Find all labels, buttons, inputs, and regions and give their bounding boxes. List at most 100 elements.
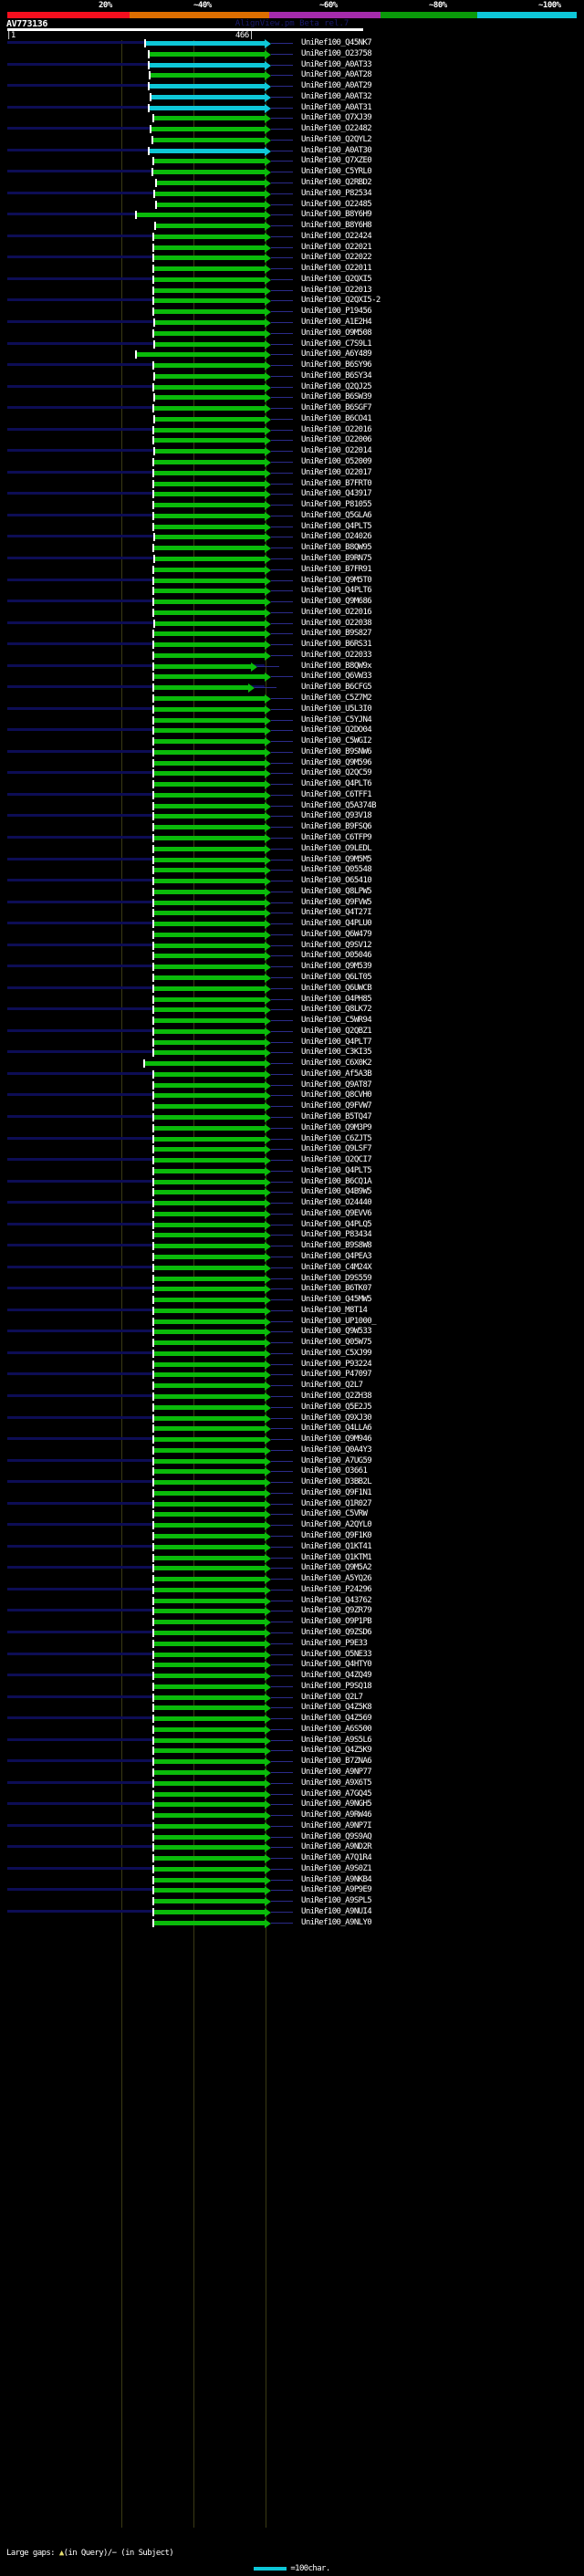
alignment-bar[interactable] (154, 1630, 265, 1635)
alignment-row[interactable]: UniRef100_A9P9E9 (0, 1885, 584, 1897)
hit-label[interactable]: UniRef100_Q45NK7 (301, 38, 372, 47)
alignment-row[interactable]: UniRef100_Q9FVW7 (0, 1101, 584, 1113)
hit-label[interactable]: UniRef100_Q05548 (301, 865, 372, 875)
hit-label[interactable]: UniRef100_Q8LK72 (301, 1005, 372, 1015)
hit-label[interactable]: UniRef100_O3661 (301, 1466, 368, 1476)
alignment-row[interactable]: UniRef100_C3KI35 (0, 1048, 584, 1059)
alignment-bar[interactable] (155, 191, 265, 196)
alignment-row[interactable]: UniRef100_Q9M946 (0, 1434, 584, 1446)
alignment-row[interactable]: UniRef100_O24026 (0, 532, 584, 544)
hit-label[interactable]: UniRef100_Q6W479 (301, 929, 372, 939)
alignment-row[interactable]: UniRef100_O65410 (0, 876, 584, 888)
hit-label[interactable]: UniRef100_U5L3I0 (301, 704, 372, 714)
alignment-bar[interactable] (154, 1759, 265, 1765)
alignment-row[interactable]: UniRef100_A9S5L6 (0, 1736, 584, 1747)
alignment-row[interactable]: UniRef100_Q6LT05 (0, 973, 584, 985)
alignment-bar[interactable] (151, 94, 265, 99)
hit-label[interactable]: UniRef100_C3KI35 (301, 1048, 372, 1058)
alignment-row[interactable]: UniRef100_Q2L7 (0, 1381, 584, 1392)
hit-label[interactable]: UniRef100_P47097 (301, 1370, 372, 1380)
hit-label[interactable]: UniRef100_Q5GLA6 (301, 510, 372, 520)
alignment-row[interactable]: UniRef100_Q4ZQ49 (0, 1671, 584, 1683)
alignment-bar[interactable] (154, 868, 265, 873)
hit-label[interactable]: UniRef100_D9S559 (301, 1273, 372, 1283)
alignment-row[interactable]: UniRef100_Q2QCI7 (0, 1155, 584, 1167)
alignment-row[interactable]: UniRef100_A0AT29 (0, 81, 584, 93)
hit-label[interactable]: UniRef100_O22011 (301, 264, 372, 274)
alignment-row[interactable]: UniRef100_A9NP77 (0, 1768, 584, 1779)
alignment-row[interactable]: UniRef100_Q6W479 (0, 929, 584, 942)
alignment-bar[interactable] (154, 1039, 265, 1045)
alignment-row[interactable]: UniRef100_U5L3I0 (0, 704, 584, 716)
alignment-bar[interactable] (154, 610, 265, 615)
hit-label[interactable]: UniRef100_Q9W533 (301, 1327, 372, 1337)
alignment-row[interactable]: UniRef100_Q2QXI5 (0, 275, 584, 287)
alignment-bar[interactable] (154, 1737, 265, 1743)
hit-label[interactable]: UniRef100_B6TK07 (301, 1284, 372, 1294)
alignment-bar[interactable] (154, 1834, 265, 1840)
alignment-row[interactable]: UniRef100_Q4B9W5 (0, 1187, 584, 1199)
alignment-row[interactable]: UniRef100_B9FSQ6 (0, 822, 584, 834)
alignment-row[interactable]: UniRef100_Q5A374B (0, 801, 584, 813)
alignment-bar[interactable] (155, 373, 265, 379)
hit-label[interactable]: UniRef100_O22022 (301, 253, 372, 263)
alignment-row[interactable]: UniRef100_C6TFP9 (0, 833, 584, 845)
alignment-row[interactable]: UniRef100_A0AT30 (0, 146, 584, 158)
alignment-bar[interactable] (154, 427, 265, 433)
hit-label[interactable]: UniRef100_A0AT28 (301, 70, 372, 80)
hit-label[interactable]: UniRef100_A9P9E9 (301, 1885, 372, 1895)
alignment-row[interactable]: UniRef100_B6RS31 (0, 640, 584, 652)
alignment-row[interactable]: UniRef100_Q43917 (0, 489, 584, 501)
hit-label[interactable]: UniRef100_Q9AT87 (301, 1079, 372, 1090)
alignment-bar[interactable] (154, 1823, 265, 1829)
alignment-bar[interactable] (154, 276, 265, 282)
hit-label[interactable]: UniRef100_A9SPL5 (301, 1896, 372, 1906)
alignment-bar[interactable] (154, 1136, 265, 1142)
alignment-row[interactable]: UniRef100_O3661 (0, 1466, 584, 1478)
hit-label[interactable]: UniRef100_A0AT31 (301, 102, 372, 112)
alignment-row[interactable]: UniRef100_Q6UWCB (0, 984, 584, 996)
alignment-row[interactable]: UniRef100_A9SPL5 (0, 1896, 584, 1908)
alignment-bar[interactable] (154, 792, 265, 798)
hit-label[interactable]: UniRef100_P82534 (301, 188, 372, 198)
alignment-bar[interactable] (154, 287, 265, 293)
alignment-row[interactable]: UniRef100_C6TFF1 (0, 790, 584, 802)
alignment-row[interactable]: UniRef100_O9P1PB (0, 1617, 584, 1629)
alignment-row[interactable]: UniRef100_A0AT32 (0, 92, 584, 104)
hit-label[interactable]: UniRef100_Q2ZH38 (301, 1392, 372, 1402)
hit-label[interactable]: UniRef100_A1E2H4 (301, 318, 372, 328)
hit-label[interactable]: UniRef100_B6CFG5 (301, 683, 372, 693)
alignment-bar[interactable] (155, 556, 265, 561)
hit-label[interactable]: UniRef100_Q4PLQ5 (301, 1219, 372, 1229)
alignment-row[interactable]: UniRef100_O5NE33 (0, 1650, 584, 1662)
alignment-row[interactable]: UniRef100_O22016 (0, 425, 584, 437)
alignment-row[interactable]: UniRef100_P9SQ18 (0, 1682, 584, 1694)
alignment-row[interactable]: UniRef100_O23758 (0, 49, 584, 61)
alignment-row[interactable]: UniRef100_O4PH85 (0, 995, 584, 1006)
hit-label[interactable]: UniRef100_P19456 (301, 307, 372, 317)
alignment-bar[interactable] (154, 1480, 265, 1486)
hit-label[interactable]: UniRef100_P9E33 (301, 1638, 368, 1648)
alignment-row[interactable]: UniRef100_A9S0Z1 (0, 1864, 584, 1876)
hit-label[interactable]: UniRef100_Q43762 (301, 1595, 372, 1605)
hit-label[interactable]: UniRef100_Q9S9AQ (301, 1831, 372, 1841)
alignment-bar[interactable] (154, 975, 265, 980)
alignment-bar[interactable] (154, 1394, 265, 1400)
hit-label[interactable]: UniRef100_B6SW39 (301, 392, 372, 402)
hit-label[interactable]: UniRef100_Q9LSF7 (301, 1144, 372, 1154)
hit-label[interactable]: UniRef100_A7UG59 (301, 1455, 372, 1465)
alignment-row[interactable]: UniRef100_Q43762 (0, 1595, 584, 1608)
alignment-bar[interactable] (155, 621, 265, 626)
hit-label[interactable]: UniRef100_P83434 (301, 1230, 372, 1240)
hit-label[interactable]: UniRef100_B7ZNA6 (301, 1757, 372, 1767)
hit-label[interactable]: UniRef100_O22485 (301, 199, 372, 209)
alignment-bar[interactable] (154, 1404, 265, 1410)
alignment-row[interactable]: UniRef100_Q4HTY0 (0, 1660, 584, 1672)
alignment-bar[interactable] (154, 234, 265, 239)
alignment-bar[interactable] (154, 825, 265, 830)
alignment-bar[interactable] (153, 170, 265, 175)
alignment-bar[interactable] (154, 1082, 265, 1088)
alignment-bar[interactable] (154, 1877, 265, 1882)
alignment-bar[interactable] (154, 1190, 265, 1195)
alignment-bar[interactable] (154, 1555, 265, 1560)
